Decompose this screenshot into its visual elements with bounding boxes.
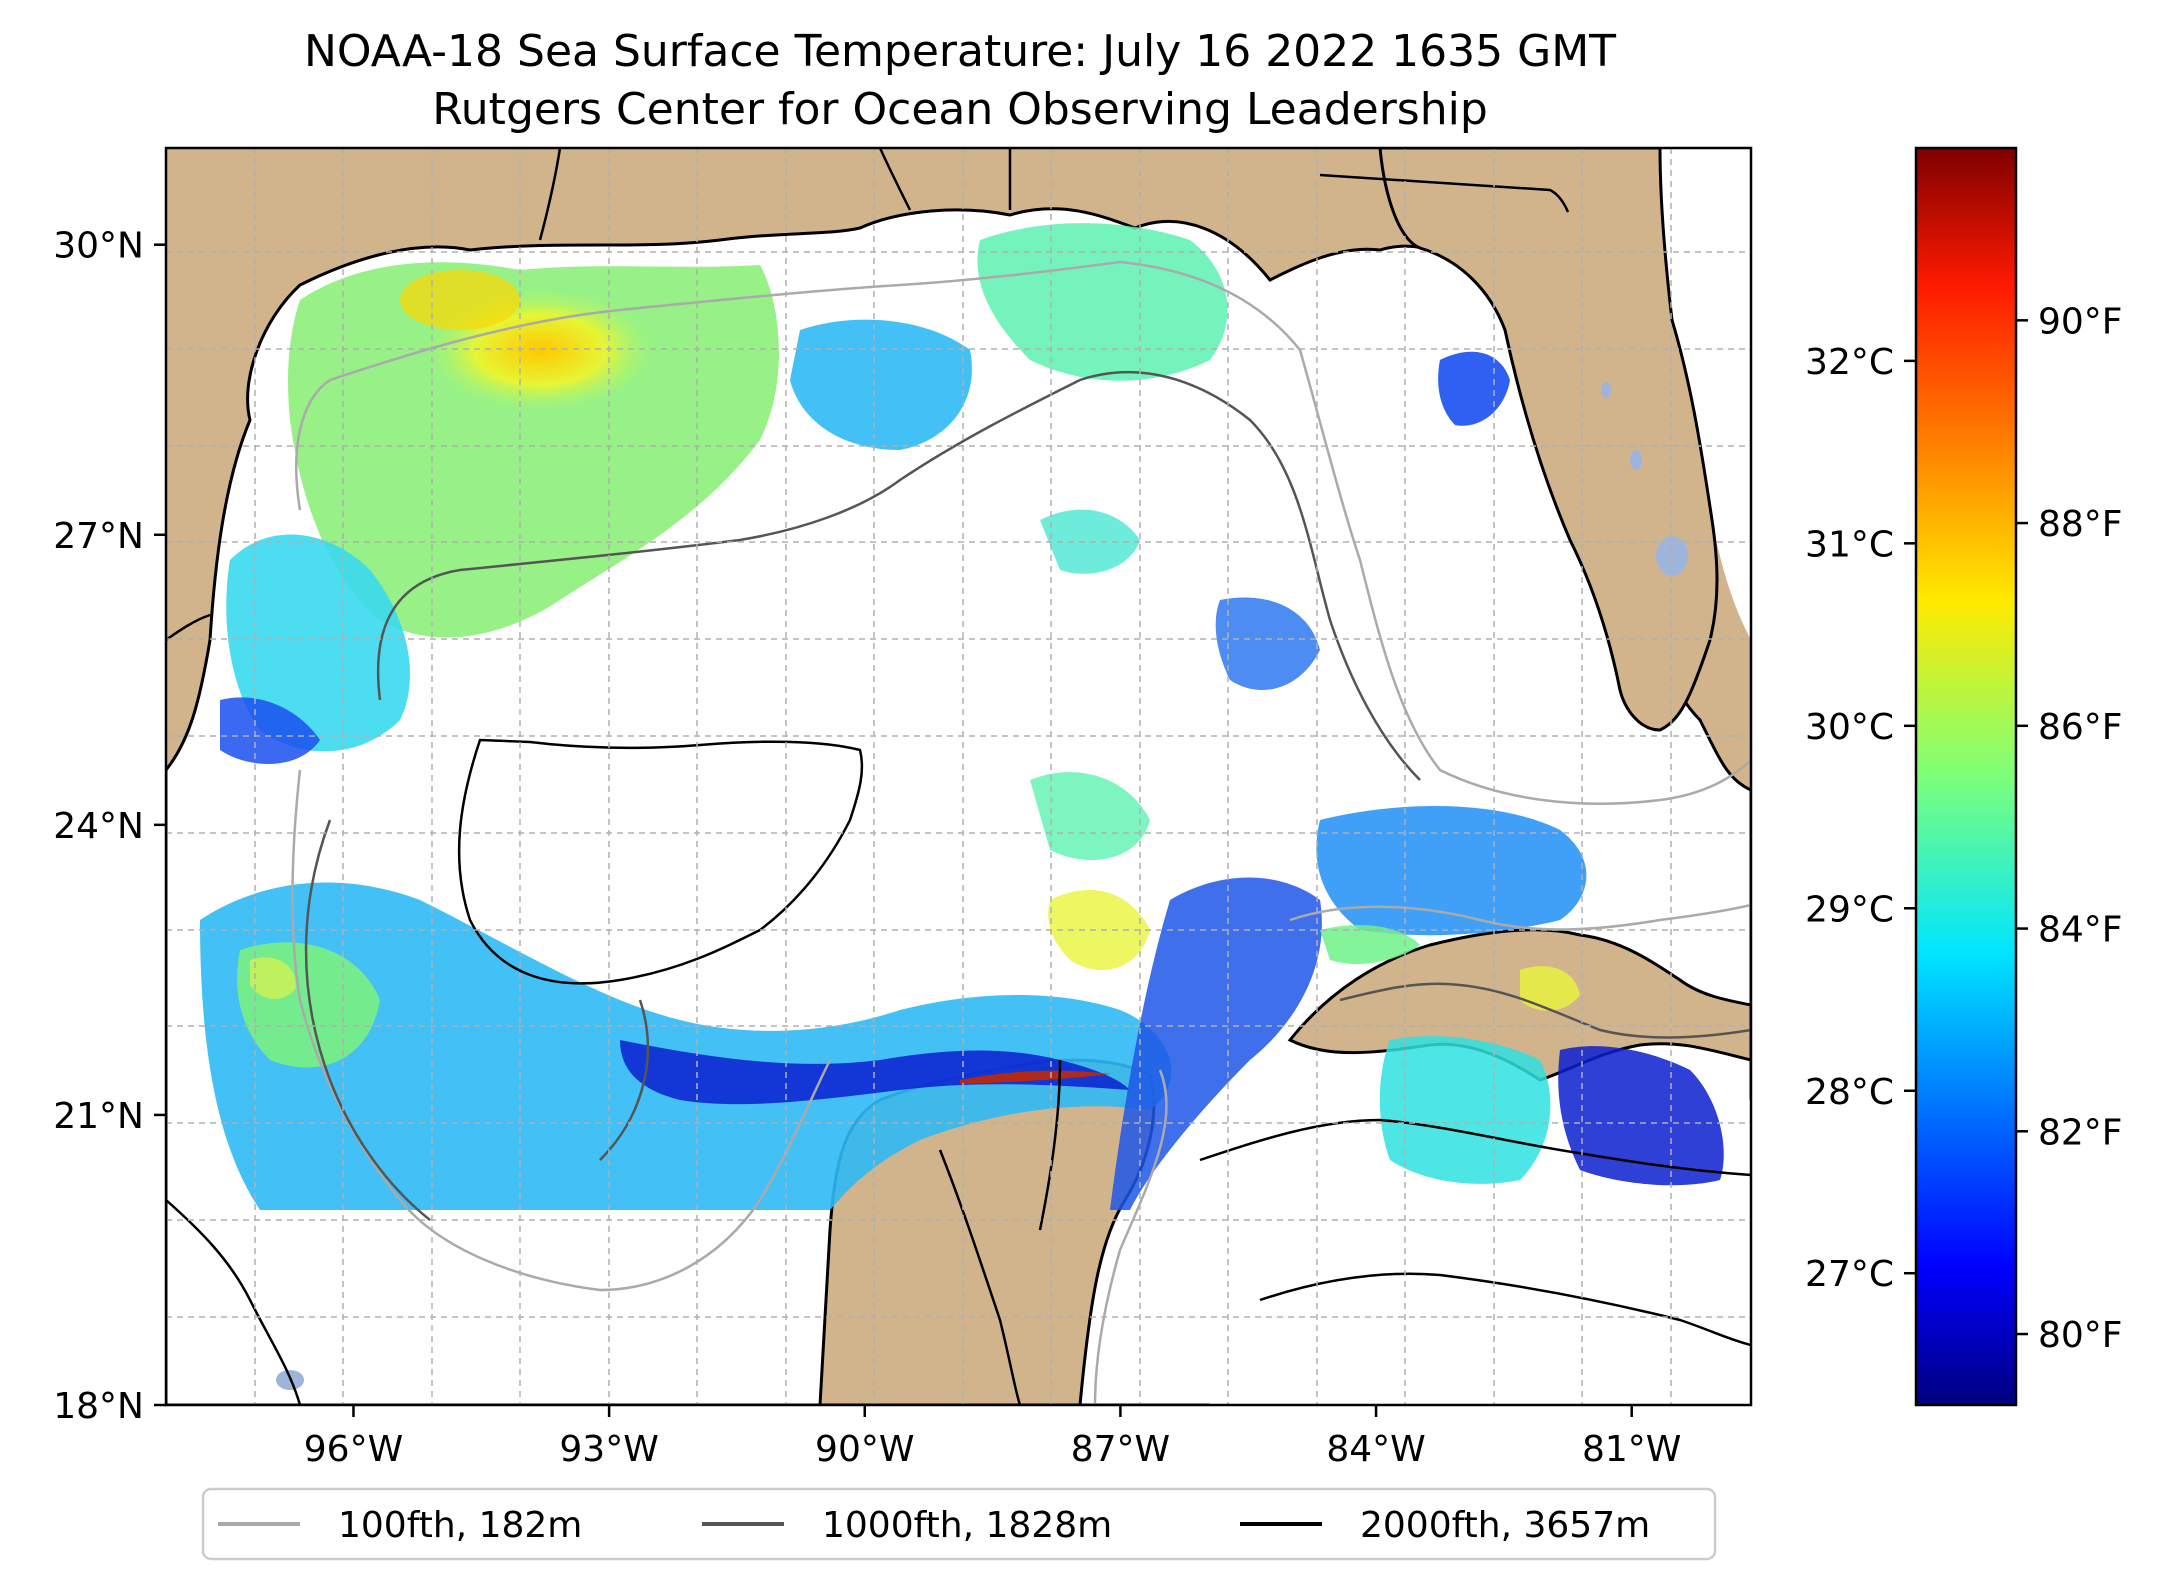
lake-okeechobee <box>1656 536 1688 576</box>
fahrenheit-tick-label: 80°F <box>2038 1315 2123 1356</box>
legend-label-100fth: 100fth, 182m <box>338 1505 582 1546</box>
lat-tick-label: 18°N <box>53 1386 144 1427</box>
legend-label-1000fth: 1000fth, 1828m <box>822 1505 1112 1546</box>
latitude-axis: 30°N 27°N 24°N 21°N 18°N <box>53 226 166 1427</box>
lon-tick-label: 90°W <box>815 1429 914 1470</box>
lat-tick-label: 30°N <box>53 226 144 267</box>
fahrenheit-tick-label: 86°F <box>2038 707 2123 748</box>
political-borders <box>166 148 1570 1405</box>
legend-box <box>201 1487 1717 1561</box>
contour-100fth <box>295 260 1751 805</box>
celsius-tick-label: 29°C <box>1805 889 1894 930</box>
atlantic-water <box>1660 148 1751 640</box>
lon-tick-label: 96°W <box>304 1429 403 1470</box>
fahrenheit-tick-label: 84°F <box>2038 910 2123 951</box>
colorbar-celsius-axis: 27°C 28°C 29°C 30°C 31°C 32°C <box>1805 342 1916 1295</box>
legend: 100fth, 182m 1000fth, 1828m 2000fth, 365… <box>201 1487 1717 1561</box>
celsius-tick-label: 27°C <box>1805 1254 1894 1295</box>
gridlines <box>166 148 1751 1405</box>
lat-tick-label: 24°N <box>53 806 144 847</box>
sst-data-layer <box>200 223 1724 1210</box>
colorbar-gradient <box>1914 146 2018 1407</box>
lon-tick-label: 84°W <box>1326 1429 1425 1470</box>
bathymetry-contours <box>291 260 1751 1405</box>
celsius-tick-label: 30°C <box>1805 707 1894 748</box>
colorbar-fahrenheit-axis: 80°F 82°F 84°F 86°F 88°F 90°F <box>2016 301 2123 1356</box>
inland-lake <box>1601 382 1611 398</box>
lon-tick-label: 81°W <box>1582 1429 1681 1470</box>
map-title: NOAA-18 Sea Surface Temperature: July 16… <box>303 26 1617 77</box>
inland-lake <box>1630 450 1642 470</box>
map-frame <box>164 146 1753 1407</box>
contour-1000fth <box>376 370 1421 781</box>
longitude-axis: 96°W 93°W 90°W 87°W 84°W 81°W <box>304 1405 1681 1470</box>
celsius-tick-label: 28°C <box>1805 1072 1894 1113</box>
lon-tick-label: 93°W <box>559 1429 658 1470</box>
contour-2000fth <box>457 738 864 985</box>
map-subtitle: Rutgers Center for Ocean Observing Leade… <box>432 84 1488 135</box>
fahrenheit-tick-label: 88°F <box>2038 504 2123 545</box>
fahrenheit-tick-label: 90°F <box>2038 301 2123 342</box>
fahrenheit-tick-label: 82°F <box>2038 1112 2123 1153</box>
celsius-tick-label: 31°C <box>1805 524 1894 565</box>
lat-tick-label: 21°N <box>53 1096 144 1137</box>
legend-label-2000fth: 2000fth, 3657m <box>1360 1505 1650 1546</box>
colorbar: 27°C 28°C 29°C 30°C 31°C 32°C 80°F 82°F 84°F 86°… <box>1805 146 2123 1407</box>
map-area <box>166 148 1751 1405</box>
florida-land <box>1378 148 1719 732</box>
lat-tick-label: 27°N <box>53 516 144 557</box>
lon-tick-label: 87°W <box>1071 1429 1170 1470</box>
celsius-tick-label: 32°C <box>1805 342 1894 383</box>
